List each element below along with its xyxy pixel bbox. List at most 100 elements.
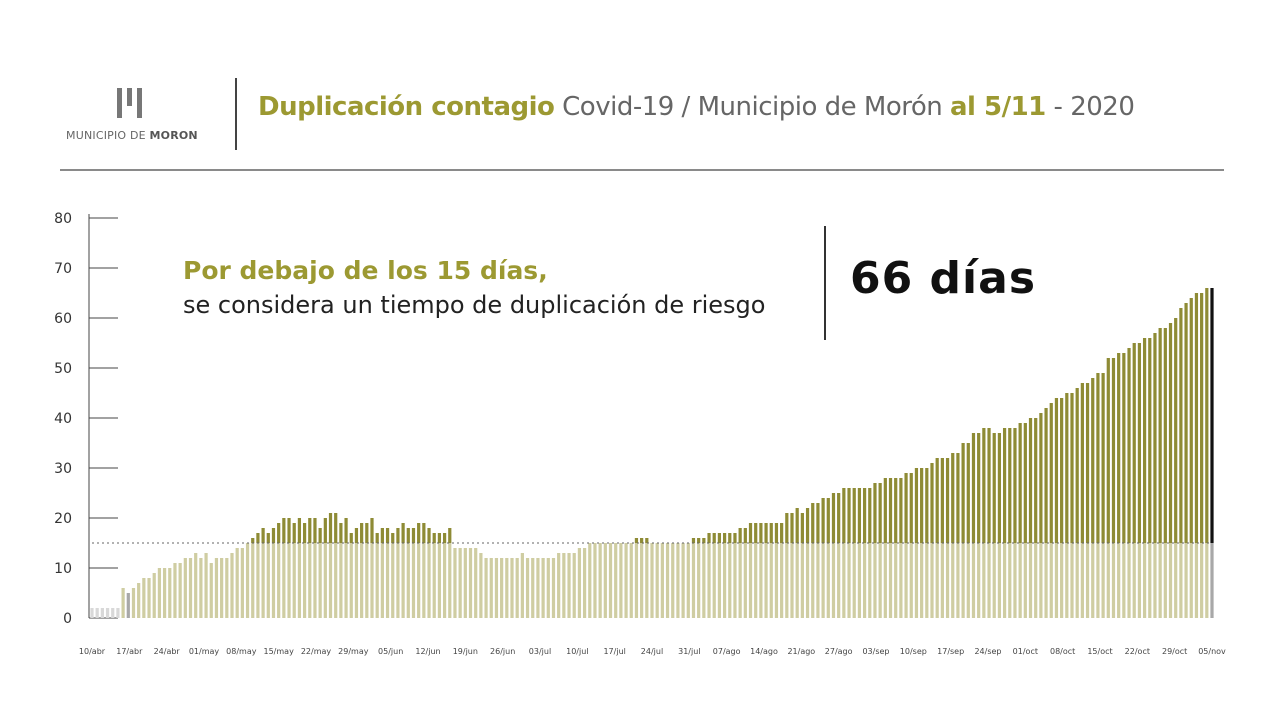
data-bar xyxy=(754,543,758,618)
data-bar-upper xyxy=(1132,343,1136,543)
logo-text-prefix: MUNICIPIO DE xyxy=(66,129,150,142)
data-bar-upper xyxy=(313,518,317,543)
data-bar-upper xyxy=(1075,388,1079,543)
data-bar xyxy=(541,558,545,618)
data-bar xyxy=(588,543,592,618)
data-bar xyxy=(660,543,664,618)
data-bar xyxy=(1158,543,1162,618)
data-bar xyxy=(546,558,550,618)
data-bar-upper xyxy=(811,503,815,543)
data-bar xyxy=(261,543,265,618)
data-bar xyxy=(914,543,919,618)
data-bar xyxy=(961,543,965,618)
data-bar xyxy=(593,543,597,618)
data-bar-upper xyxy=(1070,393,1074,543)
data-bar-upper xyxy=(318,528,322,543)
data-bar xyxy=(785,543,789,618)
data-bar xyxy=(862,543,867,618)
data-bar-upper xyxy=(873,483,877,543)
data-bar xyxy=(1153,543,1157,618)
data-bar-upper xyxy=(1153,333,1157,543)
data-bar-upper xyxy=(826,498,830,543)
data-bar xyxy=(437,543,442,618)
data-bar xyxy=(230,553,234,618)
data-bar xyxy=(1060,543,1064,618)
data-bar xyxy=(468,548,473,618)
data-bar-upper xyxy=(1174,318,1178,543)
x-tick-label: 03/jul xyxy=(529,647,551,656)
data-bar xyxy=(811,543,815,618)
data-bar-upper xyxy=(997,433,1002,543)
data-bar xyxy=(422,543,426,618)
data-bar xyxy=(121,588,125,618)
data-bar xyxy=(868,543,872,618)
x-tick-label: 03/sep xyxy=(862,647,889,656)
data-bar xyxy=(603,543,607,618)
data-bar xyxy=(453,548,457,618)
data-bar-upper xyxy=(977,433,981,543)
data-bar xyxy=(240,548,244,618)
data-bar xyxy=(235,548,239,618)
data-bar xyxy=(1002,543,1007,618)
data-bar xyxy=(308,543,312,618)
data-bar xyxy=(878,543,882,618)
data-bar xyxy=(940,543,944,618)
data-bar-upper xyxy=(899,478,903,543)
data-bar-upper xyxy=(645,538,649,543)
data-bar xyxy=(572,553,576,618)
data-bar xyxy=(349,543,353,618)
data-bar-upper xyxy=(261,528,265,543)
data-bar-upper xyxy=(691,538,696,543)
data-bar xyxy=(935,543,939,618)
data-bar xyxy=(816,543,820,618)
data-bar xyxy=(277,543,281,618)
data-bar-upper xyxy=(904,473,908,543)
data-bar-upper xyxy=(365,523,369,543)
data-bar xyxy=(297,543,302,618)
data-bar-upper xyxy=(1127,348,1131,543)
data-bar xyxy=(624,543,628,618)
data-bar-upper xyxy=(930,463,934,543)
x-tick-label: 27/ago xyxy=(825,647,853,656)
data-bar xyxy=(608,543,613,618)
data-bar-upper xyxy=(1008,428,1012,543)
data-bar xyxy=(375,543,379,618)
data-bar xyxy=(800,543,804,618)
data-bar xyxy=(448,543,452,618)
data-bar xyxy=(209,563,213,618)
x-tick-label: 29/oct xyxy=(1162,647,1187,656)
data-bar-upper xyxy=(920,468,924,543)
data-bar-upper xyxy=(748,523,753,543)
data-bar xyxy=(567,553,571,618)
x-tick-label: 19/jun xyxy=(453,647,478,656)
page-title: Duplicación contagio Covid-19 / Municipi… xyxy=(258,92,1135,122)
data-bar xyxy=(1054,543,1059,618)
data-bar-upper xyxy=(982,428,986,543)
data-bar xyxy=(1065,543,1069,618)
header-divider xyxy=(235,78,237,150)
x-tick-label: 26/jun xyxy=(490,647,515,656)
data-bar xyxy=(748,543,753,618)
x-tick-label: 05/nov xyxy=(1198,647,1226,656)
data-bar-upper xyxy=(857,488,862,543)
data-bar xyxy=(873,543,877,618)
x-tick-label: 17/sep xyxy=(937,647,964,656)
data-bar xyxy=(728,543,732,618)
data-bar-upper xyxy=(1065,393,1069,543)
data-bar xyxy=(614,543,618,618)
data-bar xyxy=(551,558,556,618)
data-bar-upper xyxy=(1168,323,1173,543)
data-bar-upper xyxy=(1049,403,1053,543)
data-bar xyxy=(966,543,970,618)
y-tick-label: 10 xyxy=(54,561,72,577)
data-bar xyxy=(531,558,535,618)
y-tick-label: 0 xyxy=(63,611,72,627)
data-bar xyxy=(525,558,530,618)
data-bar-upper xyxy=(883,478,887,543)
data-bar-upper xyxy=(764,523,768,543)
data-bar xyxy=(380,543,384,618)
data-bar xyxy=(360,543,364,618)
data-bar-upper xyxy=(308,518,312,543)
data-bar-upper xyxy=(816,503,820,543)
data-bar-upper xyxy=(297,518,302,543)
